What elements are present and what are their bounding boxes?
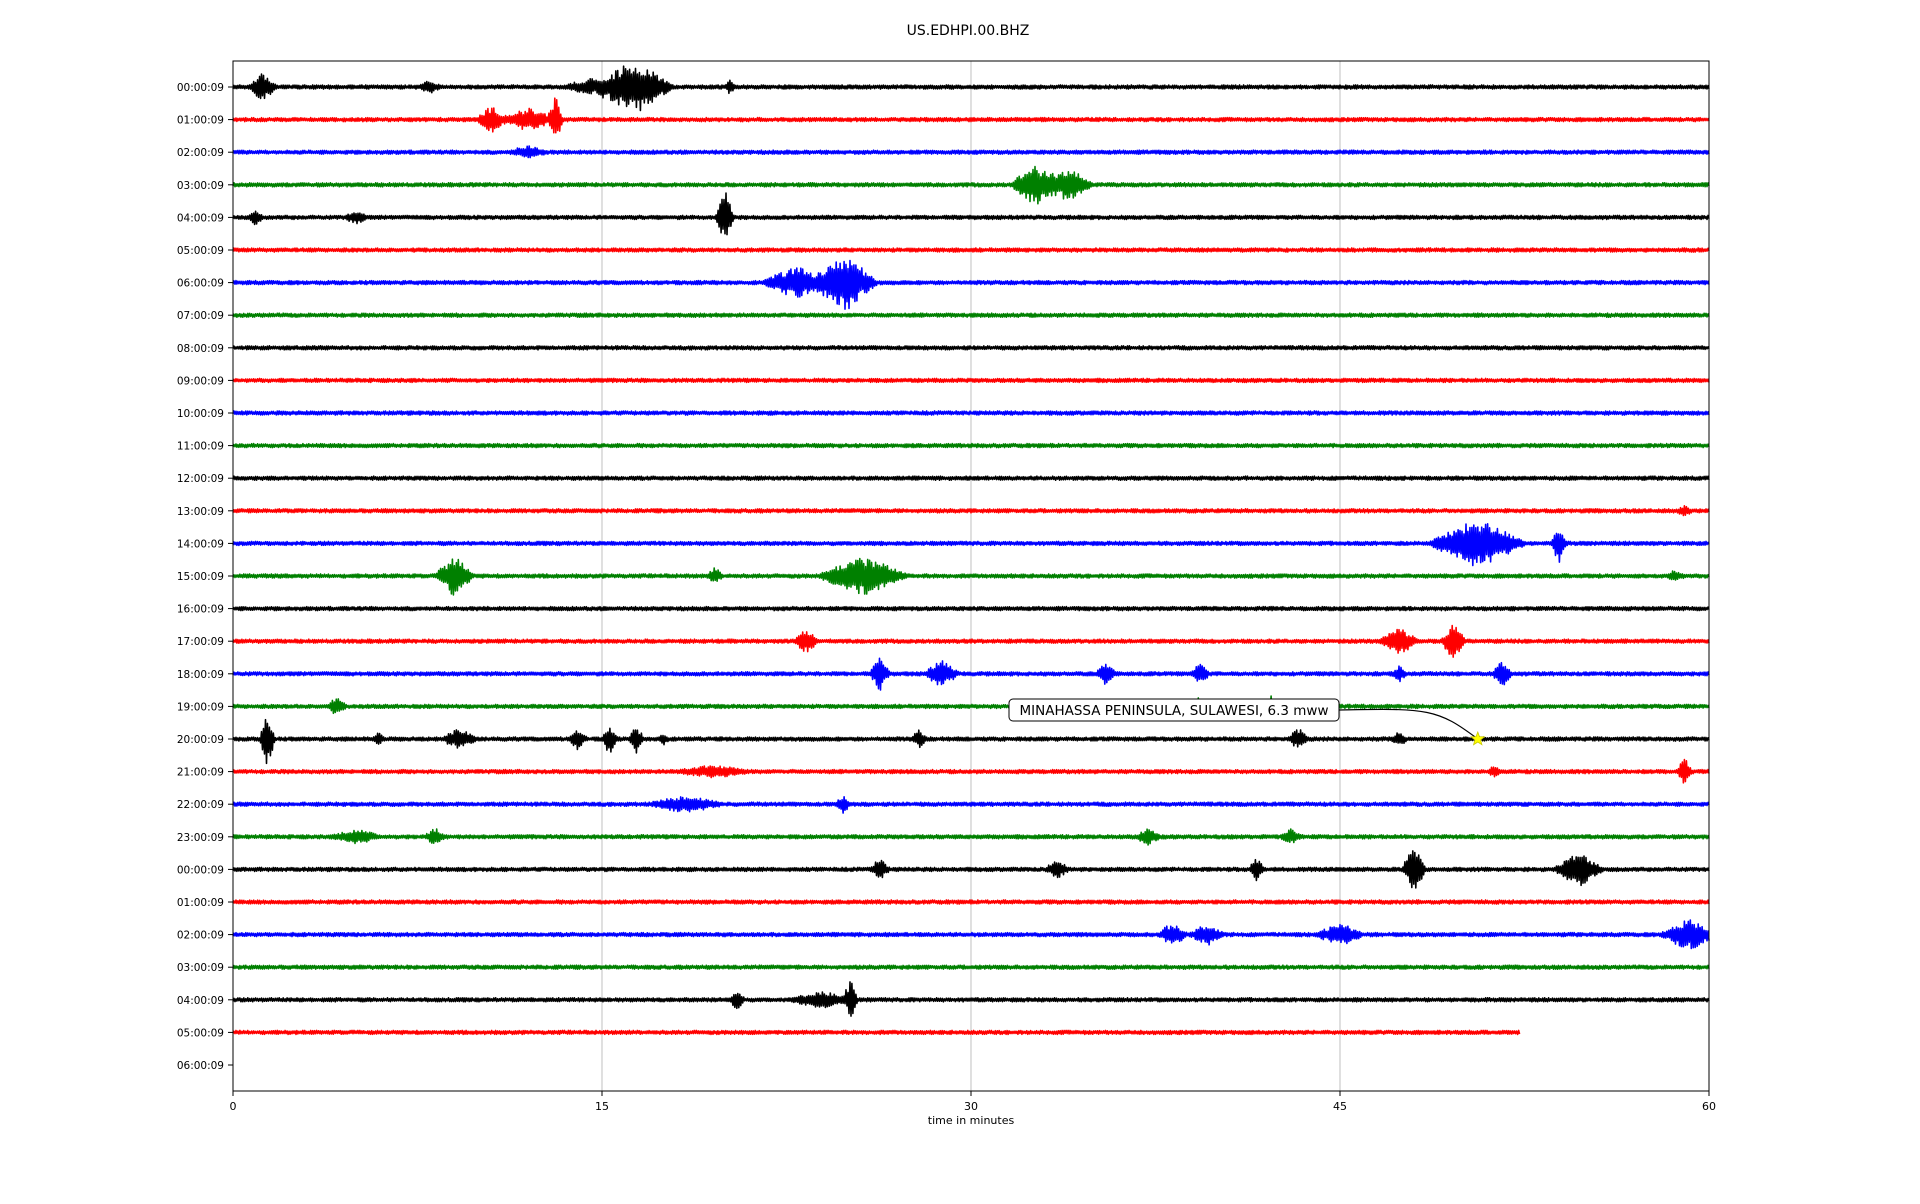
- trace-row-11: [232, 442, 1710, 449]
- row-label: 11:00:09: [177, 441, 224, 453]
- event-annotation: MINAHASSA PENINSULA, SULAWESI, 6.3 mww: [1008, 698, 1486, 746]
- trace-row-27: [232, 964, 1710, 971]
- trace-row-29: [232, 1029, 1521, 1036]
- row-label: 16:00:09: [177, 604, 224, 616]
- trace-row-10: [232, 410, 1710, 416]
- trace-row-7: [232, 312, 1710, 319]
- row-time-labels: 00:00:09 01:00:09 02:00:09 03:00:09 04:00:09…: [177, 82, 233, 1072]
- trace-row-25: [232, 899, 1710, 905]
- trace-group: [232, 65, 1710, 1036]
- trace-row-1: [232, 97, 1710, 134]
- row-label: 06:00:09: [177, 1060, 224, 1072]
- row-label: 01:00:09: [177, 115, 224, 127]
- row-label: 03:00:09: [177, 180, 224, 192]
- trace-row-6: [232, 259, 1710, 310]
- trace-row-8: [232, 344, 1710, 351]
- trace-row-17: [232, 624, 1710, 658]
- row-label: 13:00:09: [177, 506, 224, 518]
- annotation-connector: [1338, 708, 1479, 740]
- trace-row-2: [232, 145, 1710, 159]
- row-label: 23:00:09: [177, 832, 224, 844]
- row-label: 09:00:09: [177, 375, 224, 387]
- row-label: 00:00:09: [177, 82, 224, 94]
- row-label: 04:00:09: [177, 212, 224, 224]
- trace-row-22: [232, 795, 1710, 814]
- annotation-label: MINAHASSA PENINSULA, SULAWESI, 6.3 mww: [1020, 703, 1329, 719]
- trace-row-18: [232, 657, 1710, 691]
- row-label: 22:00:09: [177, 799, 224, 811]
- trace-row-13: [232, 504, 1710, 517]
- trace-row-21: [232, 758, 1710, 784]
- trace-row-28: [232, 981, 1710, 1017]
- row-label: 08:00:09: [177, 343, 224, 355]
- row-label: 05:00:09: [177, 1027, 224, 1039]
- trace-row-12: [232, 475, 1710, 482]
- row-label: 00:00:09: [177, 864, 224, 876]
- row-label: 02:00:09: [177, 147, 224, 159]
- annotation-box: [1008, 698, 1340, 722]
- trace-row-5: [232, 247, 1710, 253]
- trace-row-26: [232, 919, 1710, 950]
- trace-row-19: [232, 695, 1710, 716]
- row-label: 07:00:09: [177, 310, 224, 322]
- x-tick-label: 45: [1333, 1100, 1347, 1113]
- row-label: 12:00:09: [177, 473, 224, 485]
- x-axis-ticks: 0 15 30 45 60: [230, 1091, 1716, 1113]
- x-tick-label: 30: [964, 1100, 978, 1113]
- x-tick-label: 60: [1702, 1100, 1716, 1113]
- trace-row-16: [232, 605, 1710, 612]
- x-axis-label: time in minutes: [928, 1114, 1015, 1127]
- row-label: 18:00:09: [177, 669, 224, 681]
- trace-row-20: [232, 718, 1710, 765]
- trace-row-24: [232, 850, 1710, 889]
- trace-row-9: [232, 377, 1710, 384]
- row-label: 15:00:09: [177, 571, 224, 583]
- row-label: 17:00:09: [177, 636, 224, 648]
- event-star-icon: [1470, 730, 1486, 746]
- row-label: 20:00:09: [177, 734, 224, 746]
- row-label: 06:00:09: [177, 278, 224, 290]
- row-label: 02:00:09: [177, 930, 224, 942]
- trace-row-14: [232, 522, 1710, 567]
- chart-title: US.EDHPI.00.BHZ: [907, 23, 1030, 39]
- trace-row-3: [232, 165, 1710, 205]
- x-tick-label: 0: [230, 1100, 237, 1113]
- row-label: 04:00:09: [177, 995, 224, 1007]
- trace-row-0: [232, 65, 1710, 112]
- row-label: 03:00:09: [177, 962, 224, 974]
- trace-row-15: [232, 557, 1710, 596]
- trace-row-4: [232, 192, 1710, 236]
- row-label: 10:00:09: [177, 408, 224, 420]
- row-label: 01:00:09: [177, 897, 224, 909]
- row-label: 14:00:09: [177, 538, 224, 550]
- row-label: 21:00:09: [177, 767, 224, 779]
- row-label: 19:00:09: [177, 701, 224, 713]
- row-label: 05:00:09: [177, 245, 224, 257]
- trace-row-23: [232, 828, 1710, 846]
- x-tick-label: 15: [595, 1100, 609, 1113]
